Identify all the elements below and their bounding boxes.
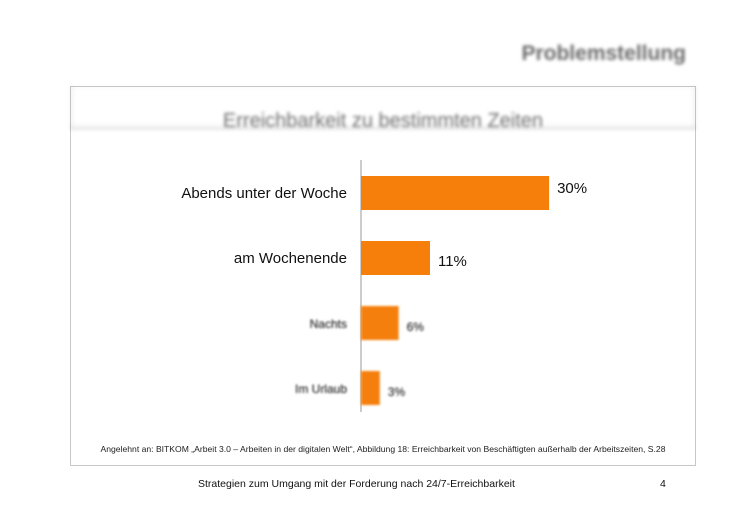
bar xyxy=(361,306,399,340)
category-label: am Wochenende xyxy=(234,250,347,267)
value-label: 6% xyxy=(407,320,425,334)
footer-text: Strategien zum Umgang mit der Forderung … xyxy=(198,478,515,490)
bar xyxy=(361,176,550,210)
value-label: 3% xyxy=(388,385,406,399)
chart-title: Erreichbarkeit zu bestimmten Zeiten xyxy=(222,110,544,132)
page-number: 4 xyxy=(660,478,666,490)
category-label: Nachts xyxy=(310,317,347,331)
chart-frame xyxy=(70,86,696,466)
bar xyxy=(361,241,430,275)
value-label: 11% xyxy=(438,253,467,270)
bar xyxy=(361,371,380,405)
source-note: Angelehnt an: BITKOM „Arbeit 3.0 – Arbei… xyxy=(100,444,666,454)
category-label: Im Urlaub xyxy=(295,382,347,396)
category-label: Abends unter der Woche xyxy=(181,185,347,202)
value-label: 30% xyxy=(557,180,587,197)
page-title: Problemstellung xyxy=(521,42,686,65)
